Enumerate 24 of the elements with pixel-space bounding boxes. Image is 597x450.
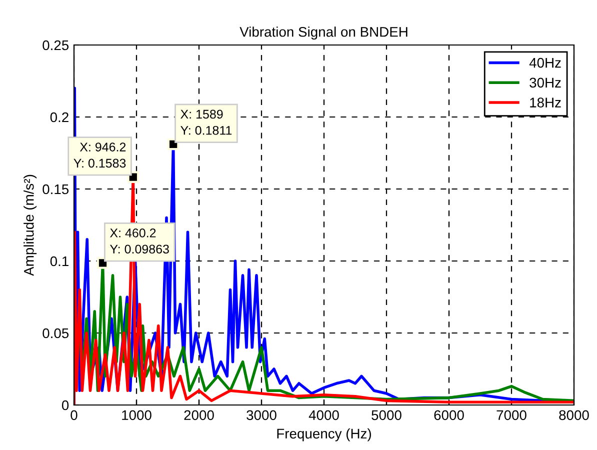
x-tick-label: 2000	[184, 410, 214, 420]
x-tick-label: 6000	[434, 410, 464, 420]
y-tick-label: 0.25	[42, 40, 69, 50]
x-tick-label: 8000	[559, 410, 589, 420]
annotation: X: 460.2 Y: 0.09863	[110, 228, 169, 254]
x-tick-label: 0	[70, 410, 78, 420]
x-tick-label: 1000	[122, 410, 152, 420]
x-axis-title: Frequency (Hz)	[277, 428, 371, 442]
annotation: X: 1589 Y: 0.1811	[180, 110, 232, 135]
y-tick-label: 0.05	[42, 328, 69, 338]
x-tick-label: 3000	[246, 410, 276, 420]
y-tick-label: 0.15	[42, 184, 69, 194]
y-tick-label: 0.1	[50, 256, 68, 266]
y-tick-label: 0.2	[50, 112, 68, 122]
y-tick-label: 0	[62, 400, 69, 410]
chart-title: Vibration Signal on BNDEH	[240, 26, 408, 40]
legend-label: 18Hz	[530, 98, 561, 108]
legend-label: 40Hz	[529, 58, 561, 68]
legend-label: 30Hz	[530, 78, 561, 88]
annotation: X: 946.2 Y: 0.1583	[74, 142, 126, 168]
x-tick-label: 5000	[372, 410, 402, 420]
x-tick-label: 4000	[308, 410, 339, 420]
y-axis-title: Amplitude (m/s²)	[24, 174, 37, 276]
x-tick-label: 7000	[496, 410, 526, 420]
